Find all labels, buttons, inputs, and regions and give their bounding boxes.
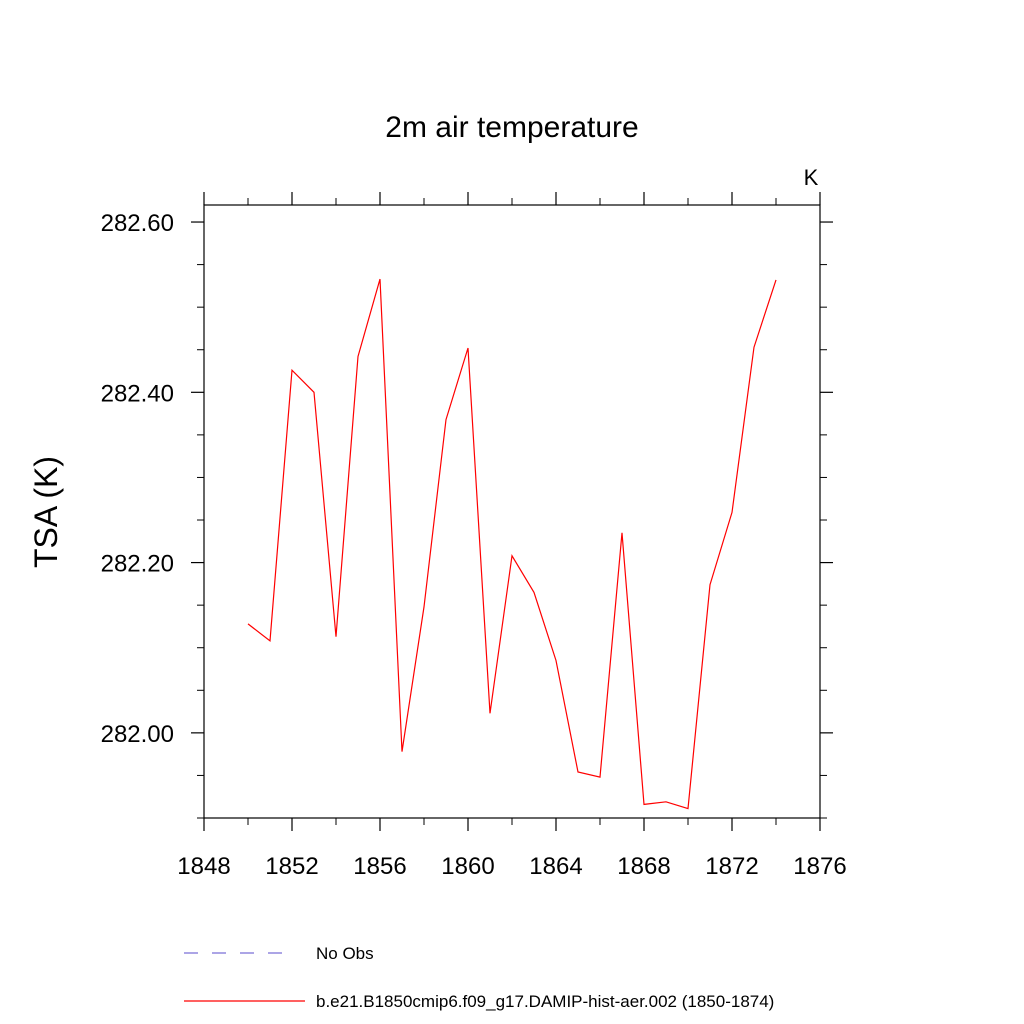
x-tick-label: 1864 bbox=[529, 853, 582, 880]
legend-label: No Obs bbox=[316, 944, 374, 963]
x-tick-label: 1852 bbox=[265, 853, 318, 880]
x-tick-label: 1856 bbox=[353, 853, 406, 880]
plot-border bbox=[203, 204, 821, 819]
x-tick-label: 1848 bbox=[177, 853, 230, 880]
legend: No Obs b.e21.B1850cmip6.f09_g17.DAMIP-his… bbox=[184, 944, 774, 1011]
series-line-1 bbox=[247, 278, 777, 810]
plot-area bbox=[247, 278, 777, 810]
y-tick-label: 282.40 bbox=[101, 380, 174, 407]
y-tick-label: 282.20 bbox=[101, 551, 174, 578]
y-tick-label: 282.60 bbox=[101, 210, 174, 237]
x-tick-label: 1872 bbox=[705, 853, 758, 880]
plot-frame bbox=[203, 204, 821, 819]
x-tick-label: 1860 bbox=[441, 853, 494, 880]
chart-title: 2m air temperature bbox=[385, 111, 638, 144]
legend-label: b.e21.B1850cmip6.f09_g17.DAMIP-hist-aer.… bbox=[316, 992, 774, 1011]
y-axis-label: TSA (K) bbox=[28, 456, 64, 568]
y-axis: 282.00 282.20 282.40 282.60 bbox=[101, 210, 833, 819]
x-tick-label: 1868 bbox=[617, 853, 670, 880]
x-tick-label: 1876 bbox=[793, 853, 846, 880]
units-label: K bbox=[804, 165, 819, 190]
y-tick-label: 282.00 bbox=[101, 721, 174, 748]
x-axis: 1848 1852 1856 1860 1864 1868 1872 1876 bbox=[177, 192, 847, 880]
